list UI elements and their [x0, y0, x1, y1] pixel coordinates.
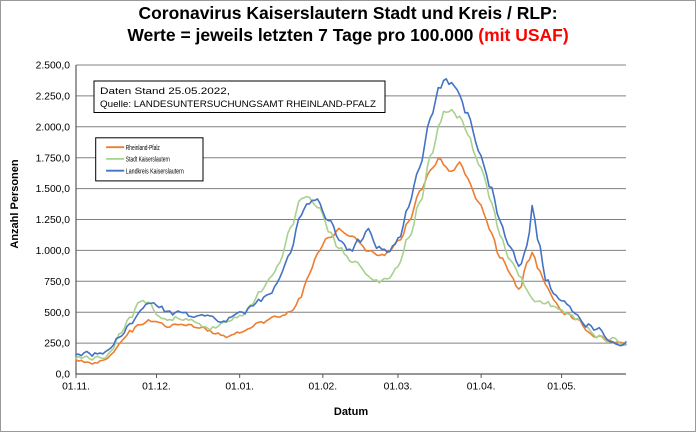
svg-text:1.250,0: 1.250,0	[36, 215, 71, 226]
svg-text:750,0: 750,0	[44, 277, 70, 288]
svg-text:0,0: 0,0	[56, 370, 71, 381]
svg-text:Stadt Kaiserslautern: Stadt Kaiserslautern	[126, 155, 170, 164]
svg-text:Rheinland-Pfalz: Rheinland-Pfalz	[126, 143, 160, 152]
svg-text:1.750,0: 1.750,0	[36, 153, 71, 164]
svg-text:01.04.: 01.04.	[467, 382, 496, 393]
svg-text:01.03.: 01.03.	[384, 382, 413, 393]
svg-text:1.000,0: 1.000,0	[36, 246, 71, 257]
svg-text:2.000,0: 2.000,0	[36, 122, 71, 133]
svg-text:2.250,0: 2.250,0	[36, 92, 71, 103]
svg-text:Quelle: LANDESUNTERSUCHUNGSAMT: Quelle: LANDESUNTERSUCHUNGSAMT RHEINLAND…	[100, 99, 376, 110]
svg-text:Anzahl Personen: Anzahl Personen	[9, 159, 21, 249]
svg-text:Landkreis Kaiserslautern: Landkreis Kaiserslautern	[126, 166, 184, 175]
svg-text:1.500,0: 1.500,0	[36, 184, 71, 195]
svg-text:250,0: 250,0	[44, 339, 70, 350]
svg-text:01.12.: 01.12.	[142, 382, 171, 393]
svg-text:01.02.: 01.02.	[309, 382, 338, 393]
svg-text:01.05.: 01.05.	[547, 382, 576, 393]
svg-text:Daten Stand 25.05.2022,: Daten Stand 25.05.2022,	[100, 86, 230, 97]
svg-text:01.11.: 01.11.	[62, 382, 90, 393]
svg-text:Werte = jeweils letzten 7 Tage: Werte = jeweils letzten 7 Tage pro 100.0…	[127, 25, 568, 45]
svg-text:2.500,0: 2.500,0	[36, 61, 71, 72]
svg-text:01.01.: 01.01.	[225, 382, 254, 393]
svg-text:Datum: Datum	[334, 406, 368, 418]
svg-text:500,0: 500,0	[44, 308, 70, 319]
svg-text:Coronavirus Kaiserslautern Sta: Coronavirus Kaiserslautern Stadt und Kre…	[138, 3, 557, 23]
